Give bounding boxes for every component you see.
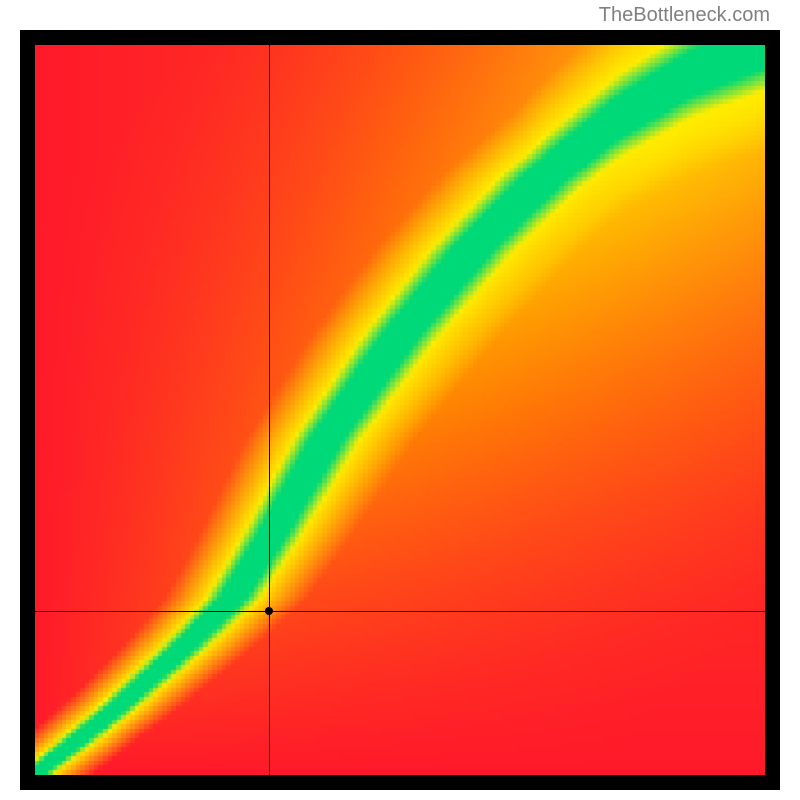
heatmap-canvas bbox=[35, 45, 765, 775]
watermark-text: TheBottleneck.com bbox=[599, 4, 770, 27]
crosshair-horizontal bbox=[35, 611, 765, 612]
plot-area bbox=[35, 45, 765, 775]
crosshair-vertical bbox=[269, 45, 270, 775]
chart-container: TheBottleneck.com bbox=[0, 0, 800, 800]
marker-dot bbox=[265, 607, 273, 615]
